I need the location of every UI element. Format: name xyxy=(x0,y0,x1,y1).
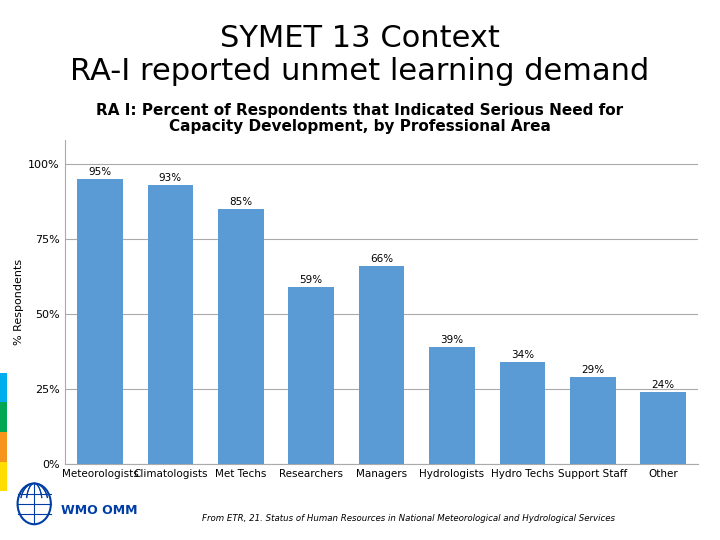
Bar xyxy=(218,210,264,464)
Bar xyxy=(77,179,123,464)
Text: 39%: 39% xyxy=(441,335,464,345)
Text: 24%: 24% xyxy=(652,380,675,390)
Text: 29%: 29% xyxy=(581,365,604,375)
Bar xyxy=(148,185,193,464)
Bar xyxy=(359,266,405,464)
Bar xyxy=(429,347,475,464)
Text: RA-I reported unmet learning demand: RA-I reported unmet learning demand xyxy=(71,57,649,86)
Bar xyxy=(640,393,686,464)
Text: 93%: 93% xyxy=(159,173,182,183)
Text: Capacity Development, by Professional Area: Capacity Development, by Professional Ar… xyxy=(169,119,551,134)
Text: SYMET 13 Context: SYMET 13 Context xyxy=(220,24,500,53)
Bar xyxy=(288,287,334,464)
Bar xyxy=(500,362,545,464)
Y-axis label: % Respondents: % Respondents xyxy=(14,259,24,346)
Text: 34%: 34% xyxy=(510,350,534,360)
Text: From ETR, 21. Status of Human Resources in National Meteorological and Hydrologi: From ETR, 21. Status of Human Resources … xyxy=(202,514,615,523)
Text: 59%: 59% xyxy=(300,275,323,285)
Text: RA I: Percent of Respondents that Indicated Serious Need for: RA I: Percent of Respondents that Indica… xyxy=(96,103,624,118)
Text: 66%: 66% xyxy=(370,254,393,264)
Bar xyxy=(570,377,616,464)
Text: 95%: 95% xyxy=(89,167,112,177)
Text: 85%: 85% xyxy=(229,197,253,207)
Text: WMO OMM: WMO OMM xyxy=(61,504,138,517)
